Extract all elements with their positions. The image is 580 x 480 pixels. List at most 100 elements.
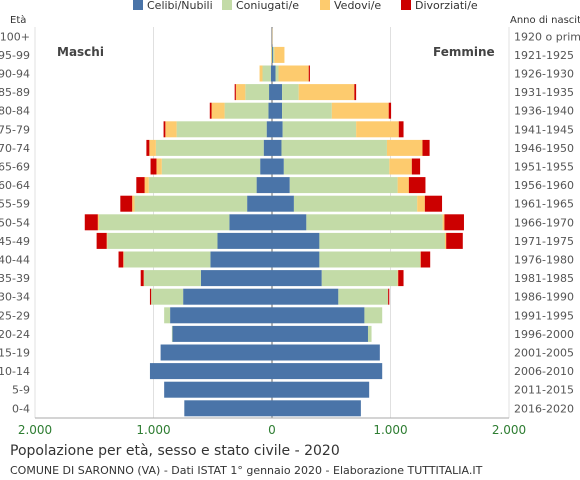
age-label: 70-74 (0, 142, 30, 155)
birth-year-label: 1981-1985 (514, 272, 574, 285)
bar-male-1 (151, 288, 184, 305)
bar-female-2 (445, 232, 447, 249)
legend-label: Coniugati/e (236, 0, 299, 12)
bar-male-0 (184, 400, 272, 417)
bar-male-2 (149, 139, 156, 156)
bar-male-2 (235, 84, 246, 101)
x-tick-label: 1.000 (136, 423, 170, 437)
birth-year-label: 1951-1955 (514, 161, 574, 174)
bar-male-0 (183, 288, 272, 305)
bar-male-3 (209, 102, 212, 119)
bar-female-1 (321, 270, 398, 287)
birth-year-labels: 1920 o prima 1921-1925 1926-1930 1931-1935 1… (514, 30, 580, 415)
bar-female-2 (298, 84, 355, 101)
age-label: 20-24 (0, 328, 30, 341)
legend-label: Vedovi/e (334, 0, 381, 12)
age-label: 35-39 (0, 272, 30, 285)
legend-swatch (222, 0, 232, 10)
birth-year-label: 1936-1940 (514, 105, 574, 118)
age-label: 85-89 (0, 86, 30, 99)
bar-female-2 (417, 195, 425, 212)
bar-male-0 (217, 232, 272, 249)
age-labels: 100+ 95-99 90-94 85-89 80-84 75-79 70-74 65-69 6… (0, 30, 30, 415)
bar-male-1 (245, 84, 270, 101)
bar-female-0 (272, 232, 320, 249)
bar-female-3 (408, 177, 426, 194)
birth-year-label: 1961-1965 (514, 198, 574, 211)
birth-year-label: 1946-1950 (514, 142, 574, 155)
birth-year-label: 2006-2010 (514, 365, 574, 378)
birth-year-label: 1941-1945 (514, 123, 574, 136)
bar-male-2 (123, 251, 124, 268)
bar-male-2 (132, 195, 135, 212)
birth-year-label: 1956-1960 (514, 179, 574, 192)
bar-female-0 (272, 121, 283, 138)
legend-swatch (401, 0, 411, 10)
bar-female-0 (272, 307, 365, 324)
bar-male-2 (144, 177, 149, 194)
bar-female-3 (308, 65, 310, 82)
bar-female-0 (272, 251, 320, 268)
chart-subtitle: COMUNE DI SARONNO (VA) - Dati ISTAT 1° g… (10, 464, 483, 477)
bar-male-1 (123, 251, 211, 268)
bar-male-0 (200, 270, 272, 287)
bar-male-3 (149, 288, 152, 305)
bar-female-2 (386, 139, 423, 156)
birth-year-label: 1976-1980 (514, 254, 574, 267)
bar-male-1 (134, 195, 248, 212)
bar-male-0 (170, 307, 272, 324)
bar-female-0 (272, 400, 361, 417)
bar-male-3 (146, 139, 150, 156)
bar-female-2 (397, 270, 399, 287)
birth-year-label: 1971-1975 (514, 235, 574, 248)
bar-female-3 (398, 121, 404, 138)
bar-female-2 (278, 65, 309, 82)
bar-male-2 (259, 65, 263, 82)
bar-male-0 (210, 251, 272, 268)
bar-male-2 (106, 232, 108, 249)
male-label: Maschi (57, 45, 104, 59)
birth-year-label: 1926-1930 (514, 68, 574, 81)
age-label: 45-49 (0, 235, 30, 248)
chart-title: Popolazione per età, sesso e stato civil… (10, 443, 340, 459)
bar-female-0 (272, 46, 273, 63)
bar-male-0 (270, 65, 272, 82)
age-label: 80-84 (0, 105, 30, 118)
x-tick-label: 0 (268, 423, 276, 437)
age-label: 65-69 (0, 161, 30, 174)
bar-female-0 (272, 102, 283, 119)
birth-year-label: 1986-1990 (514, 291, 574, 304)
bar-female-0 (272, 177, 290, 194)
bar-male-0 (256, 177, 272, 194)
bar-female-0 (272, 139, 282, 156)
bar-female-2 (356, 121, 399, 138)
bar-female-0 (272, 214, 307, 231)
age-label: 55-59 (0, 198, 30, 211)
bar-male-1 (144, 270, 201, 287)
bar-female-3 (420, 251, 431, 268)
bar-male-3 (163, 121, 166, 138)
bar-female-2 (389, 158, 412, 175)
x-tick-label: 2.000 (18, 423, 52, 437)
bar-female-3 (388, 102, 392, 119)
age-label: 25-29 (0, 309, 30, 322)
bar-female-1 (338, 288, 389, 305)
bar-male-1 (98, 214, 230, 231)
bar-male-1 (148, 177, 257, 194)
bar-female-0 (272, 381, 370, 398)
bar-male-1 (107, 232, 218, 249)
bar-male-0 (229, 214, 272, 231)
bar-male-1 (262, 65, 271, 82)
bar-male-2 (97, 214, 99, 231)
age-label: 75-79 (0, 123, 30, 136)
bar-male-0 (164, 381, 272, 398)
bar-male-1 (224, 102, 269, 119)
age-label: 0-4 (12, 402, 30, 415)
bar-female-3 (411, 158, 421, 175)
bar-male-1 (155, 139, 264, 156)
bar-female-0 (272, 344, 380, 361)
legend: Celibi/Nubili Coniugati/e Vedovi/e Divorzia… (133, 0, 478, 12)
bar-male-3 (96, 232, 107, 249)
age-label: 40-44 (0, 254, 30, 267)
bar-female-2 (397, 177, 409, 194)
